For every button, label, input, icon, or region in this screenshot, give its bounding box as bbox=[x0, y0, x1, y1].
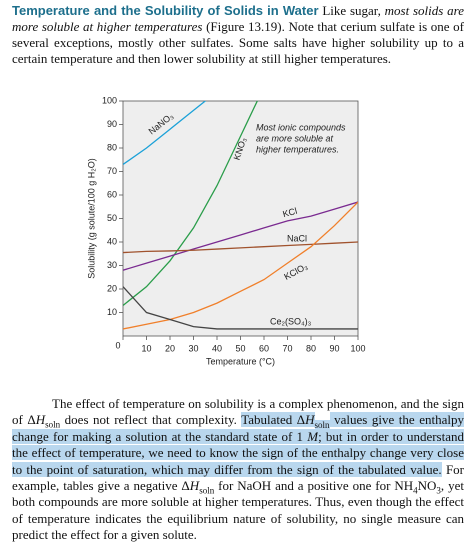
series-line bbox=[123, 101, 259, 306]
x-tick-label: 30 bbox=[188, 343, 198, 353]
y-tick-label: 20 bbox=[107, 283, 117, 293]
text-run: 4 bbox=[413, 485, 418, 496]
x-tick-label: 70 bbox=[282, 343, 292, 353]
text-run: Tabulated Δ bbox=[241, 412, 306, 428]
text-run: H bbox=[35, 412, 46, 428]
text-run: soln bbox=[314, 420, 330, 430]
series-line bbox=[123, 286, 358, 330]
paragraph: Temperature and the Solubility of Solids… bbox=[12, 3, 464, 67]
text-run: soln bbox=[199, 485, 215, 496]
x-axis-label: Temperature (°C) bbox=[206, 356, 275, 366]
series-line bbox=[123, 201, 358, 271]
series-label: NaCl bbox=[287, 233, 307, 243]
annotation: higher temperatures. bbox=[256, 144, 339, 154]
text-run: M bbox=[307, 428, 319, 444]
page: { "paragraph1": { "heading": "Temperatur… bbox=[12, 3, 464, 543]
series-line bbox=[123, 201, 358, 330]
x-tick-label: 10 bbox=[141, 343, 151, 353]
x-tick-label: 40 bbox=[212, 343, 222, 353]
series-group bbox=[123, 101, 358, 330]
chart: 10 20 30 40 50 60 70 80 90 100 0 10 20 30 40 50 60 70 80 90… bbox=[86, 95, 365, 366]
x-tick-label: 100 bbox=[350, 343, 365, 353]
text-run: NO bbox=[417, 478, 437, 494]
x-tick-label: 80 bbox=[306, 343, 316, 353]
text-run: 3 bbox=[436, 485, 441, 496]
y-tick-label: 10 bbox=[107, 307, 117, 317]
y-tick-label: 60 bbox=[107, 189, 117, 199]
annotation: are more soluble at bbox=[256, 133, 334, 143]
series-label: Ce₂(SO₄)₃ bbox=[270, 316, 312, 326]
text-run: H bbox=[189, 478, 200, 494]
y-tick-label: 40 bbox=[107, 236, 117, 246]
heading: Temperature and the Solubility of Solids… bbox=[12, 3, 319, 18]
plot-area bbox=[122, 100, 359, 337]
x-tick-label: 60 bbox=[259, 343, 269, 353]
y-tick-label: 90 bbox=[107, 119, 117, 129]
y-tick-label: 80 bbox=[107, 142, 117, 152]
series-label: KCl bbox=[282, 206, 299, 219]
series-line bbox=[123, 241, 358, 254]
text-run: Like sugar, bbox=[318, 3, 385, 18]
text-run: for NaOH and a positive one for NH bbox=[214, 478, 414, 494]
x-tick-label: 90 bbox=[329, 343, 339, 353]
text-run: The effect of temperature on solubility … bbox=[12, 396, 464, 428]
text-run: does not reflect that complexity. bbox=[60, 412, 242, 428]
text-run: H bbox=[305, 412, 315, 428]
annotation: Most ionic compounds bbox=[256, 122, 346, 132]
text-run: (Figure 13.19). Note that cerium sulfate… bbox=[12, 19, 464, 66]
y-tick-label: 30 bbox=[107, 260, 117, 270]
y-tick-label: 70 bbox=[107, 166, 117, 176]
series-line bbox=[123, 101, 207, 165]
text-run: most solids are more soluble at higher t… bbox=[12, 3, 464, 34]
x-tick-label: 20 bbox=[165, 343, 175, 353]
y-tick-label: 50 bbox=[107, 213, 117, 223]
text-run: For example, tables give a negative Δ bbox=[12, 461, 464, 494]
y-tick-label: 100 bbox=[102, 95, 117, 105]
paragraph: The effect of temperature on solubility … bbox=[12, 396, 464, 544]
x-tick-label: 0 bbox=[115, 340, 120, 350]
text-run: soln bbox=[45, 420, 61, 430]
x-tick-label: 50 bbox=[235, 343, 245, 353]
y-axis-label: Solubility (g solute/100 g H₂O) bbox=[86, 158, 96, 279]
